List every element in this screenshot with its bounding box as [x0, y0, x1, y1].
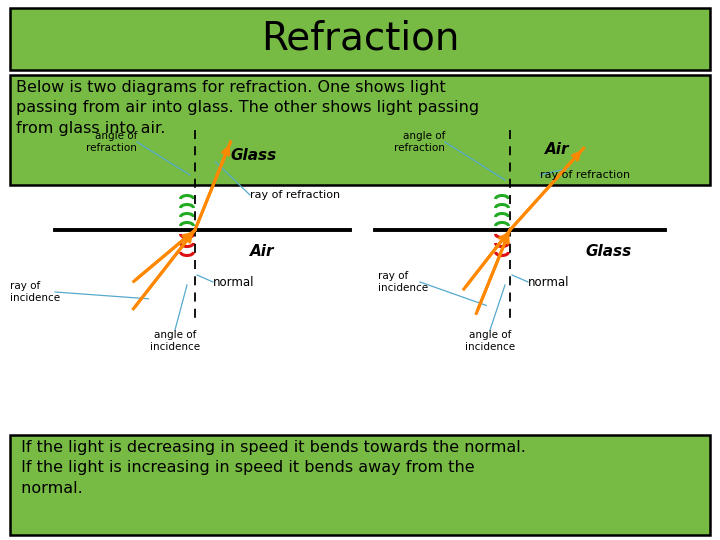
- Text: Air: Air: [250, 245, 274, 260]
- Bar: [10, 435, 710, 535]
- Text: ray of refraction: ray of refraction: [250, 190, 340, 200]
- Text: Glass: Glass: [230, 147, 276, 163]
- Text: angle of
incidence: angle of incidence: [150, 330, 200, 352]
- Text: angle of
refraction: angle of refraction: [86, 131, 137, 153]
- Text: normal: normal: [528, 275, 570, 288]
- Text: angle of
incidence: angle of incidence: [465, 330, 515, 352]
- Text: Glass: Glass: [585, 245, 631, 260]
- Text: Air: Air: [545, 143, 570, 158]
- Text: If the light is decreasing in speed it bends towards the normal.
 If the light i: If the light is decreasing in speed it b…: [16, 440, 526, 496]
- Text: ray of
incidence: ray of incidence: [10, 281, 60, 303]
- Bar: [10, 8, 710, 70]
- Text: Below is two diagrams for refraction. One shows light
passing from air into glas: Below is two diagrams for refraction. On…: [16, 80, 479, 136]
- Text: normal: normal: [213, 275, 254, 288]
- Text: ray of
incidence: ray of incidence: [378, 271, 428, 293]
- Text: Refraction: Refraction: [261, 20, 459, 58]
- Text: ray of refraction: ray of refraction: [540, 170, 630, 180]
- Text: angle of
refraction: angle of refraction: [394, 131, 445, 153]
- Bar: [10, 75, 710, 185]
